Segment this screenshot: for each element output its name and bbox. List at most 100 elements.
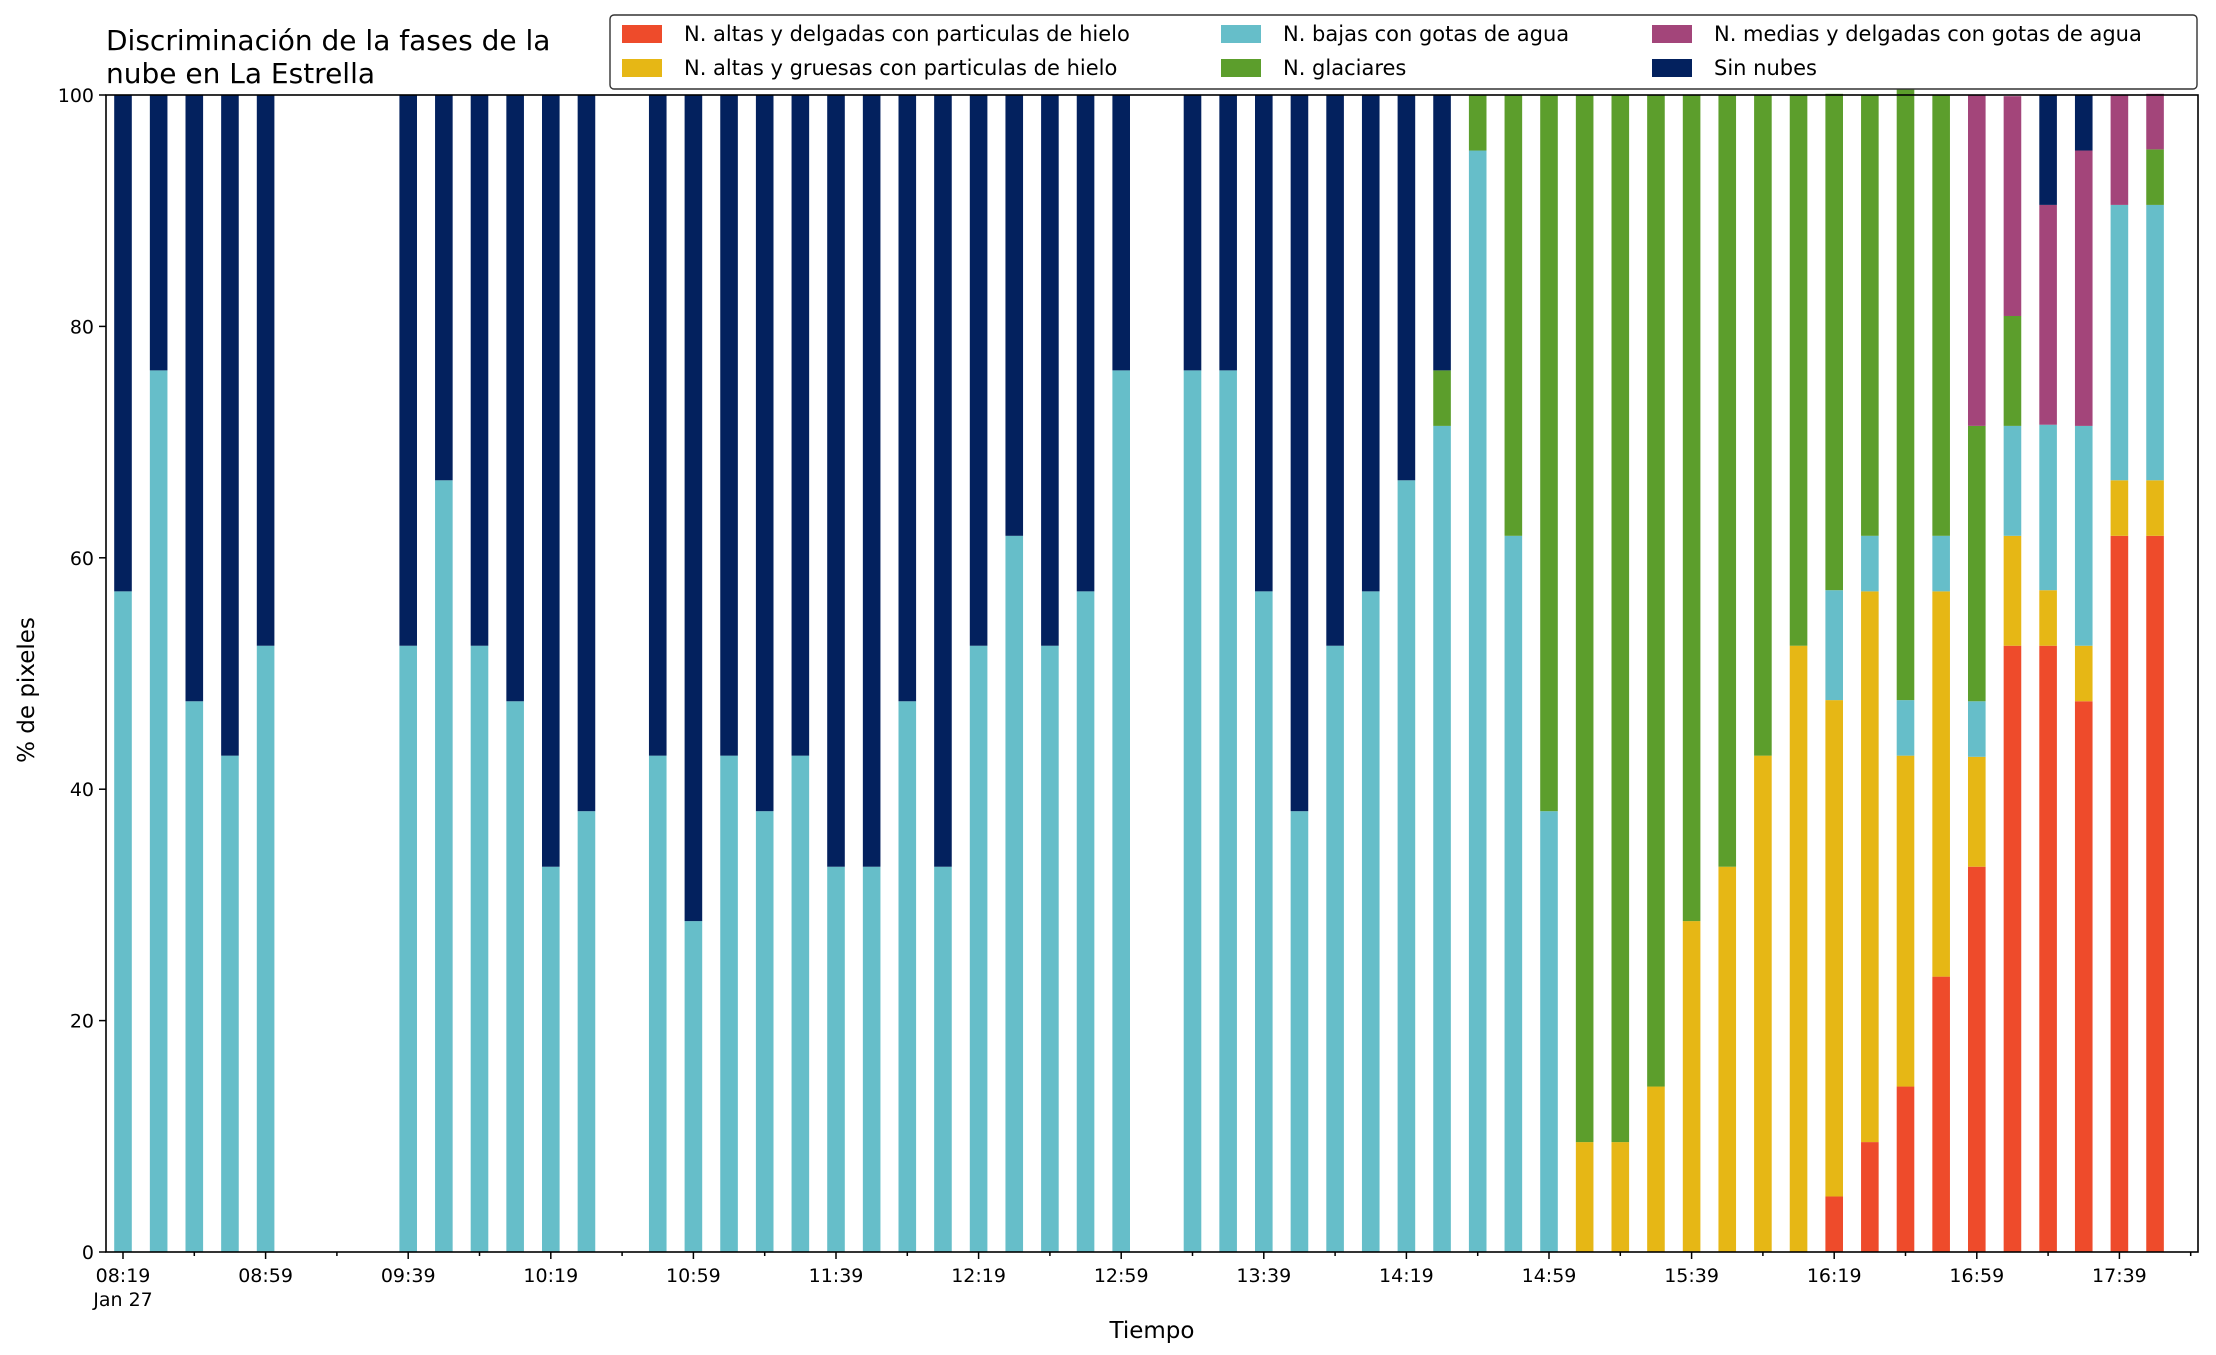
bar-segment-52-series-0 [1968,866,1986,1252]
legend-swatch-3 [1221,59,1261,77]
legend-swatch-4 [1652,25,1692,43]
legend-label-4: N. medias y delgadas con gotas de agua [1714,22,2142,46]
bar-segment-43-series-1 [1647,1086,1665,1252]
bar-segment-49-series-1 [1861,591,1879,1143]
y-tick-label: 40 [70,779,94,801]
y-tick-label: 100 [58,85,94,107]
bar-segment-45-series-3 [1718,95,1737,867]
x-tick-label: 09:39 [381,1265,436,1287]
bar-segment-27-series-2 [1076,591,1095,1252]
bar-segment-37-series-3 [1433,370,1451,426]
bar-segment-52-series-2 [1968,701,1986,757]
bar-segment-8-series-5 [399,95,417,646]
legend-label-2: N. bajas con gotas de agua [1283,22,1569,46]
x-tick-label: 10:19 [523,1265,578,1287]
bar-segment-25-series-2 [1005,535,1024,1252]
bar-segment-0-series-2 [114,591,132,1252]
bar-segment-15-series-2 [648,755,667,1252]
bar-segment-19-series-2 [791,755,810,1252]
bar-segment-55-series-0 [2074,701,2093,1252]
bar-segment-19-series-5 [791,95,810,756]
bar-segment-22-series-2 [898,701,917,1252]
bar-segment-55-series-2 [2074,425,2093,646]
bar-segment-23-series-2 [934,866,952,1252]
bar-segment-28-series-2 [1112,370,1130,1252]
bar-segment-51-series-3 [1932,95,1950,536]
bar-segment-23-series-5 [934,95,952,867]
bar-segment-48-series-3 [1825,93,1843,591]
bar-segment-21-series-2 [862,866,881,1252]
bar-segment-2-series-2 [185,701,204,1252]
bar-segment-39-series-3 [1504,95,1523,536]
x-tick-label: 08:19 [96,1265,151,1287]
bar-segment-11-series-5 [506,95,524,702]
bar-segment-26-series-2 [1041,645,1059,1252]
legend-swatch-1 [622,59,662,77]
bar-segment-53-series-2 [2003,425,2022,536]
bar-segment-50-series-1 [1896,755,1915,1087]
bar-segment-10-series-2 [470,645,489,1252]
bar-segment-9-series-5 [435,95,453,481]
legend-label-3: N. glaciares [1283,56,1406,80]
bar-segment-35-series-5 [1361,95,1380,592]
bar-segment-48-series-0 [1825,1196,1843,1252]
bar-segment-20-series-5 [827,95,845,867]
bar-segment-41-series-3 [1575,95,1594,1143]
bar-segment-20-series-2 [827,866,845,1252]
bar-segment-52-series-3 [1968,425,1986,702]
bar-segment-54-series-5 [2039,95,2057,205]
legend-box [609,14,2198,90]
bar-segment-16-series-5 [684,95,703,922]
x-tick-sublabel: Jan 27 [92,1289,153,1311]
bar-segment-57-series-1 [2146,480,2164,536]
bar-segment-41-series-1 [1575,1142,1594,1252]
legend: N. altas y delgadas con particulas de hi… [609,14,2198,90]
bars-layer [114,39,2164,1252]
bar-segment-28-series-5 [1112,95,1130,371]
bar-segment-33-series-5 [1290,95,1309,812]
x-tick-label: 16:19 [1807,1265,1862,1287]
legend-swatch-5 [1652,59,1692,77]
bar-segment-1-series-2 [149,370,168,1252]
bar-segment-44-series-3 [1682,95,1701,922]
bar-segment-44-series-1 [1682,921,1701,1252]
bar-segment-54-series-2 [2039,424,2057,591]
bar-segment-50-series-0 [1896,1086,1915,1252]
y-axis-label: % de pixeles [14,617,40,763]
bar-segment-46-series-3 [1754,95,1772,756]
bar-segment-11-series-2 [506,701,524,1252]
bar-segment-57-series-0 [2146,535,2164,1252]
bar-segment-56-series-2 [2110,204,2129,481]
bar-segment-50-series-2 [1896,700,1915,756]
bar-segment-13-series-5 [577,95,596,812]
bar-segment-34-series-2 [1326,645,1344,1252]
bar-segment-57-series-2 [2146,204,2164,481]
bar-segment-36-series-2 [1397,480,1416,1252]
x-axis-label: Tiempo [1109,1318,1195,1344]
bar-segment-37-series-5 [1433,95,1451,371]
bar-segment-43-series-3 [1647,95,1665,1087]
bar-segment-27-series-5 [1076,95,1095,592]
bar-segment-18-series-2 [755,811,774,1252]
y-axis: 0 20 40 60 80 100 [58,85,106,1264]
bar-segment-18-series-5 [755,95,774,812]
bar-segment-30-series-5 [1183,95,1202,371]
bar-segment-2-series-5 [185,95,204,702]
bar-segment-53-series-1 [2003,535,2022,646]
bar-segment-38-series-3 [1468,95,1487,151]
bar-segment-24-series-2 [969,645,988,1252]
bar-segment-39-series-2 [1504,535,1523,1252]
bar-segment-16-series-2 [684,921,703,1252]
bar-segment-51-series-2 [1932,535,1950,592]
bar-segment-48-series-1 [1825,700,1843,1197]
bar-segment-21-series-5 [862,95,881,867]
bar-segment-55-series-1 [2074,645,2093,702]
x-tick-label: 13:39 [1236,1265,1291,1287]
x-tick-label: 08:59 [238,1265,293,1287]
bar-segment-49-series-3 [1861,95,1879,536]
bar-segment-32-series-2 [1255,591,1273,1252]
chart-title-line-1: Discriminación de la fases de la [106,24,550,57]
x-tick-label: 11:39 [809,1265,864,1287]
